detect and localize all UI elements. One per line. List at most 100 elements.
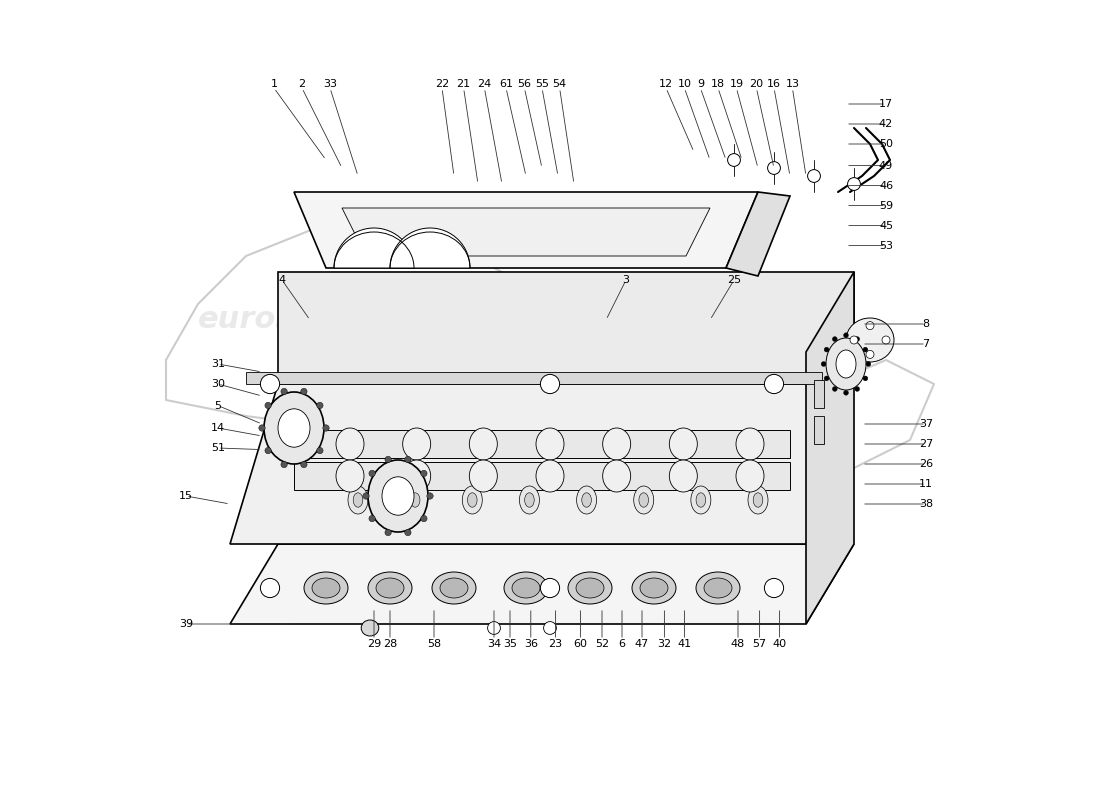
- Ellipse shape: [322, 425, 329, 431]
- Text: 7: 7: [923, 339, 930, 349]
- Text: 25: 25: [727, 275, 741, 285]
- Ellipse shape: [336, 428, 364, 460]
- Ellipse shape: [361, 620, 378, 636]
- Text: 55: 55: [535, 79, 549, 89]
- Text: 4: 4: [278, 275, 286, 285]
- Ellipse shape: [536, 428, 564, 460]
- Text: 10: 10: [678, 79, 692, 89]
- Text: 17: 17: [879, 99, 893, 109]
- Ellipse shape: [368, 572, 412, 604]
- Ellipse shape: [864, 376, 868, 381]
- Ellipse shape: [576, 578, 604, 598]
- Text: 1: 1: [271, 79, 277, 89]
- Text: 45: 45: [879, 221, 893, 230]
- Ellipse shape: [582, 493, 592, 507]
- Circle shape: [764, 374, 783, 394]
- Wedge shape: [334, 228, 414, 268]
- Ellipse shape: [468, 493, 477, 507]
- Ellipse shape: [280, 388, 287, 394]
- Text: 42: 42: [879, 119, 893, 129]
- Ellipse shape: [462, 486, 482, 514]
- Circle shape: [261, 578, 279, 598]
- Text: 58: 58: [427, 639, 441, 649]
- Polygon shape: [230, 384, 854, 544]
- Ellipse shape: [855, 386, 859, 391]
- Ellipse shape: [855, 337, 859, 342]
- Text: 9: 9: [696, 79, 704, 89]
- Ellipse shape: [536, 460, 564, 492]
- Ellipse shape: [403, 428, 431, 460]
- Text: 37: 37: [918, 419, 933, 429]
- Ellipse shape: [317, 402, 323, 409]
- Text: 29: 29: [367, 639, 381, 649]
- Ellipse shape: [696, 493, 706, 507]
- Ellipse shape: [754, 493, 762, 507]
- Polygon shape: [294, 430, 790, 458]
- Ellipse shape: [300, 388, 307, 394]
- Polygon shape: [294, 192, 758, 268]
- Text: 49: 49: [879, 161, 893, 170]
- Ellipse shape: [368, 515, 375, 522]
- Ellipse shape: [470, 460, 497, 492]
- Circle shape: [768, 162, 780, 174]
- Text: 8: 8: [923, 319, 930, 329]
- Text: 40: 40: [772, 639, 786, 649]
- Ellipse shape: [403, 460, 431, 492]
- Circle shape: [866, 350, 874, 358]
- Ellipse shape: [420, 470, 427, 477]
- Text: 20: 20: [749, 79, 763, 89]
- Text: 26: 26: [918, 459, 933, 469]
- Ellipse shape: [336, 460, 364, 492]
- Text: 35: 35: [503, 639, 517, 649]
- Circle shape: [540, 578, 560, 598]
- Polygon shape: [726, 192, 790, 276]
- Polygon shape: [342, 208, 710, 256]
- Ellipse shape: [704, 578, 732, 598]
- Text: 12: 12: [659, 79, 673, 89]
- Ellipse shape: [470, 428, 497, 460]
- Ellipse shape: [385, 530, 392, 536]
- Ellipse shape: [691, 486, 711, 514]
- Ellipse shape: [440, 578, 467, 598]
- Text: eurospares: eurospares: [198, 306, 390, 334]
- Ellipse shape: [405, 456, 411, 462]
- Ellipse shape: [432, 572, 476, 604]
- Text: 28: 28: [383, 639, 397, 649]
- Text: 11: 11: [918, 479, 933, 489]
- Ellipse shape: [278, 409, 310, 447]
- Text: 13: 13: [785, 79, 800, 89]
- Ellipse shape: [519, 486, 539, 514]
- Text: 51: 51: [211, 443, 226, 453]
- Ellipse shape: [669, 428, 697, 460]
- Ellipse shape: [844, 390, 848, 395]
- Text: eurospares: eurospares: [494, 450, 686, 478]
- Text: 59: 59: [879, 201, 893, 210]
- Ellipse shape: [640, 578, 668, 598]
- Ellipse shape: [736, 428, 764, 460]
- Text: 16: 16: [767, 79, 781, 89]
- Ellipse shape: [410, 493, 420, 507]
- Ellipse shape: [634, 486, 653, 514]
- Circle shape: [543, 622, 557, 634]
- Text: 56: 56: [517, 79, 531, 89]
- Ellipse shape: [669, 460, 697, 492]
- Ellipse shape: [525, 493, 535, 507]
- Ellipse shape: [353, 493, 363, 507]
- Ellipse shape: [304, 572, 348, 604]
- Ellipse shape: [427, 493, 433, 499]
- Ellipse shape: [265, 447, 272, 454]
- Ellipse shape: [603, 460, 630, 492]
- Ellipse shape: [420, 515, 427, 522]
- Text: 15: 15: [179, 491, 192, 501]
- Circle shape: [848, 178, 860, 190]
- Ellipse shape: [317, 447, 323, 454]
- Ellipse shape: [512, 578, 540, 598]
- Text: 61: 61: [499, 79, 513, 89]
- Ellipse shape: [258, 425, 265, 431]
- Text: 2: 2: [298, 79, 306, 89]
- Ellipse shape: [300, 462, 307, 468]
- Ellipse shape: [504, 572, 548, 604]
- Ellipse shape: [639, 493, 649, 507]
- Polygon shape: [246, 372, 822, 384]
- Text: 30: 30: [211, 379, 226, 389]
